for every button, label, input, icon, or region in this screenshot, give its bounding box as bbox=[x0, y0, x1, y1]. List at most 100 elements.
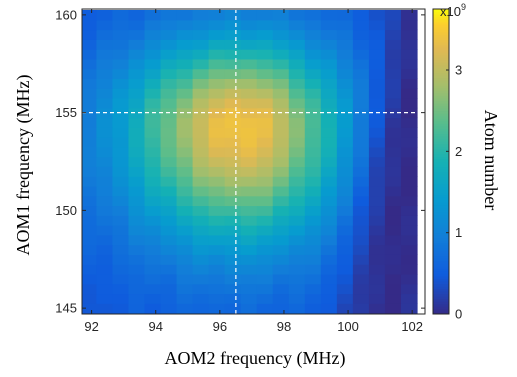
heatmap-cell bbox=[96, 127, 114, 138]
heatmap-cell bbox=[288, 176, 306, 187]
heatmap-cell bbox=[144, 117, 162, 128]
colorbar-segment bbox=[433, 298, 449, 302]
colorbar-segment bbox=[433, 158, 449, 162]
colorbar-segment bbox=[433, 77, 449, 81]
heatmap-cell bbox=[384, 166, 402, 177]
heatmap-cell bbox=[192, 78, 210, 89]
heatmap-cell bbox=[82, 293, 98, 304]
colorbar-segment bbox=[433, 138, 449, 142]
heatmap-cell bbox=[82, 205, 98, 216]
colorbar-segment bbox=[433, 240, 449, 244]
heatmap-cell bbox=[176, 234, 194, 246]
x-tick-label: 92 bbox=[84, 319, 98, 334]
heatmap-cell bbox=[224, 137, 242, 148]
heatmap-cell bbox=[368, 68, 386, 80]
heatmap-cell bbox=[368, 166, 386, 177]
heatmap-cell bbox=[272, 244, 290, 255]
heatmap-cell bbox=[320, 264, 338, 275]
colorbar-segment bbox=[433, 169, 449, 173]
heatmap-cell bbox=[304, 146, 322, 158]
heatmap-cell bbox=[368, 127, 386, 138]
heatmap-cell bbox=[82, 9, 98, 21]
heatmap-cell bbox=[112, 146, 130, 158]
heatmap-cell bbox=[384, 234, 402, 246]
heatmap-cell bbox=[400, 49, 418, 60]
heatmap-cell bbox=[224, 39, 242, 50]
heatmap-cell bbox=[176, 264, 194, 275]
heatmap-cell bbox=[240, 176, 258, 187]
colorbar-segment bbox=[433, 16, 449, 20]
heatmap-cell bbox=[160, 215, 178, 226]
x-axis-ticks: 92 94 96 98 100 102 bbox=[84, 9, 423, 334]
heatmap-cell bbox=[176, 244, 194, 255]
heatmap-cell bbox=[384, 244, 402, 255]
heatmap-cell bbox=[192, 117, 210, 128]
heatmap-cell bbox=[112, 137, 130, 148]
heatmap-cell bbox=[208, 225, 226, 236]
colorbar-segment bbox=[433, 123, 449, 127]
colorbar-segment bbox=[433, 189, 449, 193]
heatmap-cell bbox=[144, 234, 162, 246]
heatmap-cell bbox=[82, 19, 98, 31]
colorbar-segment bbox=[433, 184, 449, 188]
heatmap-cell bbox=[368, 117, 386, 128]
colorbar-segment bbox=[433, 70, 449, 74]
heatmap-cell bbox=[288, 225, 306, 236]
heatmap-cell bbox=[336, 283, 354, 295]
heatmap-cell bbox=[192, 39, 210, 50]
heatmap-cell bbox=[400, 9, 418, 21]
heatmap-cell bbox=[384, 127, 402, 138]
heatmap-cell bbox=[288, 146, 306, 158]
colorbar-segment bbox=[433, 280, 449, 284]
colorbar-segment bbox=[433, 26, 449, 30]
colorbar-segment bbox=[433, 209, 449, 213]
heatmap-cell bbox=[400, 293, 418, 304]
colorbar-tick-label: 1 bbox=[455, 225, 462, 240]
colorbar-segment bbox=[433, 270, 449, 274]
heatmap-cell bbox=[336, 49, 354, 60]
colorbar-segment bbox=[433, 263, 449, 267]
heatmap-cell bbox=[256, 205, 274, 216]
colorbar-segment bbox=[433, 80, 449, 84]
heatmap-cell bbox=[240, 19, 258, 31]
heatmap-cell bbox=[160, 185, 178, 197]
heatmap-cell bbox=[352, 254, 370, 265]
heatmap-cell bbox=[176, 283, 194, 295]
heatmap-cell bbox=[368, 293, 386, 304]
colorbar-segment bbox=[433, 49, 449, 53]
heatmap-cell bbox=[176, 49, 194, 60]
heatmap-cell bbox=[256, 283, 274, 295]
heatmap-cell bbox=[240, 293, 258, 304]
heatmap-cell bbox=[176, 107, 194, 119]
heatmap-cell bbox=[192, 176, 210, 187]
heatmap-cell bbox=[272, 58, 290, 70]
heatmap-cell bbox=[112, 254, 130, 265]
heatmap-cell bbox=[144, 29, 162, 40]
heatmap-cell bbox=[336, 244, 354, 255]
heatmap-cell bbox=[144, 166, 162, 177]
heatmap-cell bbox=[272, 205, 290, 216]
heatmap-cell bbox=[96, 176, 114, 187]
heatmap-cell bbox=[368, 49, 386, 60]
heatmap-cell bbox=[224, 166, 242, 177]
heatmap-cell bbox=[304, 39, 322, 50]
heatmap-cell bbox=[144, 9, 162, 21]
colorbar-segment bbox=[433, 143, 449, 147]
heatmap-cell bbox=[224, 127, 242, 138]
heatmap-cell bbox=[288, 254, 306, 265]
heatmap-cell bbox=[96, 293, 114, 304]
heatmap-cell bbox=[384, 195, 402, 207]
heatmap-cell bbox=[208, 303, 226, 314]
heatmap-cell bbox=[368, 234, 386, 246]
heatmap-cell bbox=[112, 234, 130, 246]
y-tick-label: 155 bbox=[55, 105, 77, 120]
heatmap-cell bbox=[352, 19, 370, 31]
heatmap-cell bbox=[272, 283, 290, 295]
heatmap-cell bbox=[224, 205, 242, 216]
heatmap-cell bbox=[112, 166, 130, 177]
heatmap-cell bbox=[384, 273, 402, 285]
heatmap-cell bbox=[272, 156, 290, 167]
x-tick-label: 96 bbox=[213, 319, 227, 334]
heatmap-cell bbox=[304, 88, 322, 99]
heatmap-cell bbox=[272, 195, 290, 207]
